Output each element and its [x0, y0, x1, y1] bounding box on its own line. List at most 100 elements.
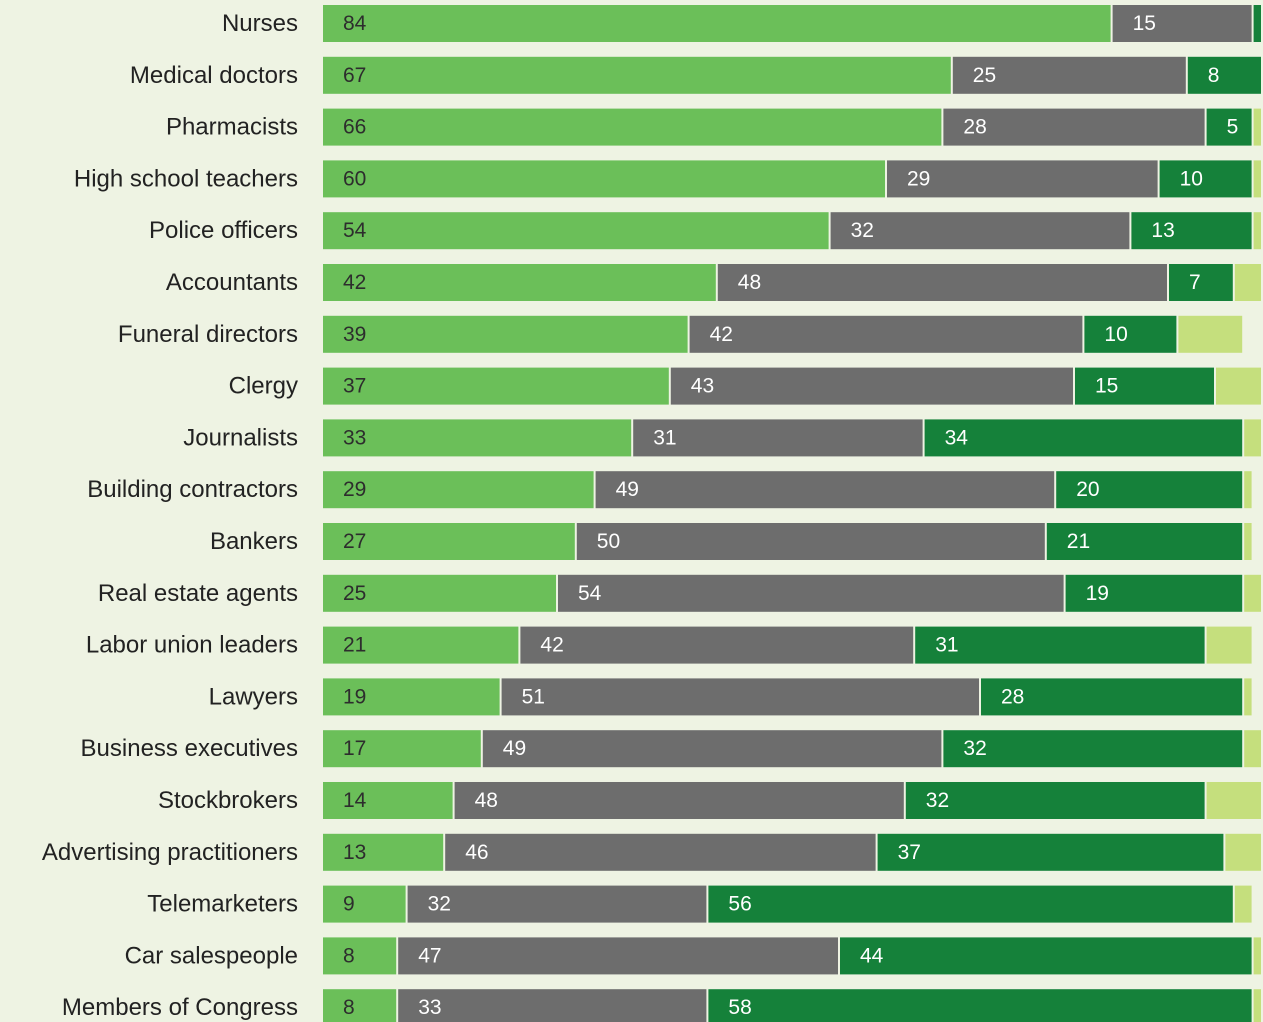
category-label: Telemarketers: [147, 891, 298, 918]
value-label: 19: [343, 685, 366, 708]
category-label: Building contractors: [87, 476, 298, 503]
value-label: 31: [935, 634, 958, 657]
bar-segment: [323, 989, 397, 1022]
bar-segment: [407, 885, 707, 923]
category-label: Journalists: [183, 424, 298, 451]
value-label: 66: [343, 116, 366, 139]
bar-row: 29 49 20: [323, 471, 1252, 509]
bar-segment: [1075, 367, 1214, 405]
value-label: 37: [343, 375, 366, 398]
value-label: 43: [691, 375, 714, 398]
value-label: 42: [343, 271, 366, 294]
value-label: 15: [1133, 12, 1156, 35]
value-label: 39: [343, 323, 366, 346]
value-label: 13: [343, 841, 366, 864]
bar-row: 33 31 34: [323, 419, 1261, 457]
category-label: Real estate agents: [98, 580, 298, 607]
value-label: 58: [728, 996, 751, 1019]
bar-segment: [323, 574, 556, 612]
category-label: Labor union leaders: [86, 632, 298, 659]
value-label: 33: [418, 996, 441, 1019]
bar-row: 9 32 56: [323, 885, 1252, 923]
bar-segment: [633, 419, 923, 457]
value-label: 32: [428, 893, 451, 916]
bar-segment: [1131, 212, 1252, 250]
bar-row: 84 15: [323, 5, 1261, 42]
bar-segment: [1244, 678, 1252, 716]
bar-segment: [1206, 626, 1252, 664]
bar-segment: [887, 160, 1158, 198]
bar-segment: [1253, 108, 1261, 146]
bar-segment: [323, 264, 716, 301]
bar-row: 67 25 8: [323, 56, 1261, 94]
value-label: 49: [503, 737, 526, 760]
bar-segment: [323, 937, 397, 975]
category-label: Stockbrokers: [158, 787, 298, 814]
bar-segment: [323, 523, 575, 560]
bar-segment: [445, 833, 876, 871]
value-label: 21: [343, 634, 366, 657]
value-label: 19: [1086, 582, 1109, 605]
bar-segment: [952, 56, 1186, 94]
category-label: Nurses: [222, 10, 298, 37]
bar-segment: [1234, 885, 1252, 923]
bar-segment: [924, 419, 1243, 457]
bar-segment: [323, 5, 1111, 42]
bar-segment: [877, 833, 1224, 871]
bar-row: 21 42 31: [323, 626, 1252, 664]
bar-segment: [670, 367, 1073, 405]
category-label: Lawyers: [209, 683, 298, 710]
category-labels: Nurses Medical doctors Pharmacists High sch…: [42, 10, 298, 1021]
bar-segment: [323, 782, 453, 819]
bar-segment: [323, 833, 444, 871]
value-label: 10: [1104, 323, 1127, 346]
value-label: 29: [343, 478, 366, 501]
bars: 84 15 67 25 8 66 28 5 60 29 10 54 32 13 42 48 7 39 42 10 37 4…: [323, 5, 1261, 1022]
value-label: 28: [1001, 685, 1024, 708]
value-label: 42: [710, 323, 733, 346]
value-label: 5: [1227, 116, 1239, 139]
category-label: Clergy: [229, 373, 298, 400]
bar-row: 13 46 37: [323, 833, 1261, 871]
value-label: 49: [616, 478, 639, 501]
value-label: 32: [963, 737, 986, 760]
bar-segment: [708, 989, 1252, 1022]
bar-segment: [1253, 5, 1261, 42]
bar-segment: [1084, 315, 1177, 353]
value-label: 13: [1151, 219, 1174, 242]
bar-segment: [708, 885, 1233, 923]
bar-segment: [1244, 730, 1261, 768]
bar-segment: [323, 108, 942, 146]
value-label: 32: [851, 219, 874, 242]
bar-row: 25 54 19: [323, 574, 1261, 612]
bar-row: 54 32 13: [323, 212, 1261, 250]
bar-segment: [1178, 315, 1243, 353]
bar-row: 17 49 32: [323, 730, 1261, 768]
bar-segment: [398, 989, 707, 1022]
bar-segment: [1253, 937, 1261, 975]
value-label: 56: [728, 893, 751, 916]
bar-segment: [323, 367, 669, 405]
bar-row: 8 47 44: [323, 937, 1261, 975]
bar-row: 14 48 32: [323, 782, 1261, 819]
bar-segment: [398, 937, 838, 975]
bar-segment: [1253, 160, 1261, 198]
bar-segment: [905, 782, 1205, 819]
category-label: Advertising practitioners: [42, 839, 298, 866]
bar-segment: [323, 212, 829, 250]
bar-segment: [840, 937, 1252, 975]
bar-segment: [1159, 160, 1252, 198]
bar-segment: [689, 315, 1083, 353]
category-label: High school teachers: [74, 165, 298, 192]
category-label: Pharmacists: [166, 114, 298, 141]
bar-segment: [454, 782, 904, 819]
value-label: 27: [343, 530, 366, 553]
bar-segment: [1206, 108, 1252, 146]
value-label: 7: [1189, 271, 1201, 294]
value-label: 33: [343, 426, 366, 449]
bar-row: 37 43 15: [323, 367, 1261, 405]
value-label: 9: [343, 893, 355, 916]
bar-row: 39 42 10: [323, 315, 1243, 353]
bar-row: 8 33 58: [323, 989, 1261, 1022]
value-label: 48: [738, 271, 761, 294]
